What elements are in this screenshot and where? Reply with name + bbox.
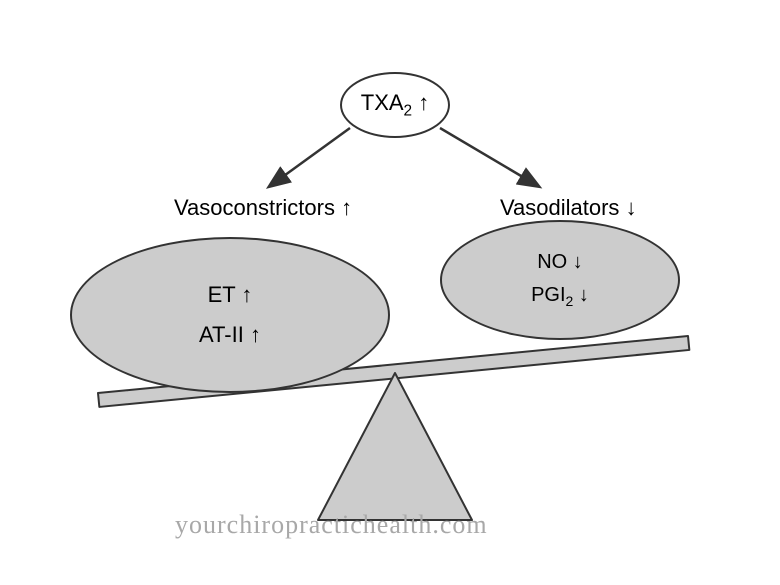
up-arrow-icon: ↑ xyxy=(241,282,252,308)
seesaw-fulcrum xyxy=(318,373,472,520)
vasoconstrictors-node: ET ↑ AT-II ↑ xyxy=(70,237,390,393)
up-arrow-icon: ↑ xyxy=(341,195,352,221)
et-line: ET ↑ xyxy=(208,282,253,308)
no-text: NO xyxy=(537,251,567,273)
arrow-to-vasodilators xyxy=(440,128,538,186)
vasoconstrictors-label: Vasoconstrictors ↑ xyxy=(174,195,352,221)
pgi2-text: PGI xyxy=(531,284,565,306)
up-arrow-icon: ↑ xyxy=(418,90,429,116)
txa2-node: TXA2 ↑ xyxy=(340,72,450,138)
vasodilators-node: NO ↓ PGI2 ↓ xyxy=(440,220,680,340)
vasodilators-label: Vasodilators ↓ xyxy=(500,195,637,221)
diagram-canvas: TXA2 ↑ Vasoconstrictors ↑ Vasodilators ↓… xyxy=(0,0,780,585)
up-arrow-icon: ↑ xyxy=(250,322,261,348)
txa2-label: TXA2 ↑ xyxy=(361,90,429,120)
txa2-sub: 2 xyxy=(404,102,413,119)
pgi2-sub: 2 xyxy=(566,293,574,309)
atii-text: AT-II xyxy=(199,322,244,347)
vasodilators-text: Vasodilators xyxy=(500,195,619,220)
txa2-text: TXA xyxy=(361,90,404,115)
vasoconstrictors-text: Vasoconstrictors xyxy=(174,195,335,220)
down-arrow-icon: ↓ xyxy=(573,251,583,274)
down-arrow-icon: ↓ xyxy=(626,195,637,221)
down-arrow-icon: ↓ xyxy=(579,284,589,307)
arrow-to-vasoconstrictors xyxy=(270,128,350,186)
pgi2-line: PGI2 ↓ xyxy=(531,284,589,309)
et-text: ET xyxy=(208,282,236,307)
atii-line: AT-II ↑ xyxy=(199,322,261,348)
no-line: NO ↓ xyxy=(537,251,583,274)
